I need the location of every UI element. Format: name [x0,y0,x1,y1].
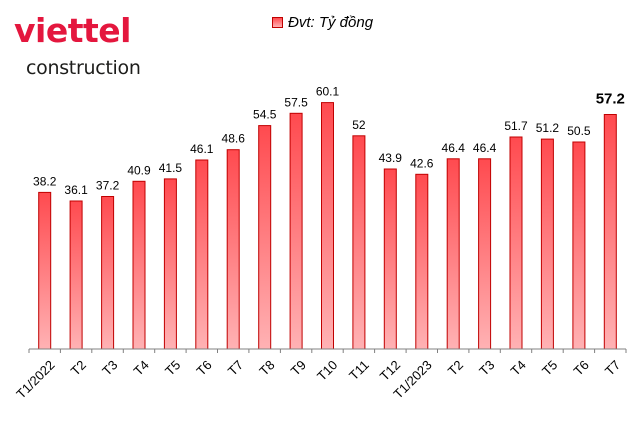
bar-10 [352,135,366,350]
bar-11 [383,168,397,350]
bar-16 [540,138,554,350]
legend-label: Đvt: Tỷ đồng [288,13,374,31]
x-tick-label-6: T7 [225,357,246,378]
bar-1 [69,200,83,350]
data-label-0: 38.2 [33,174,57,188]
x-tick-label-9: T10 [314,357,340,383]
x-tick-label-5: T6 [193,357,214,378]
bar-4 [163,178,177,350]
x-tick-label-11: T12 [377,357,403,383]
legend-swatch [272,16,283,28]
bar-17 [572,141,586,350]
bar-18 [603,114,617,350]
data-label-5: 46.1 [190,142,214,156]
bar-3 [132,180,146,350]
bar-0 [38,191,52,350]
data-label-9: 60.1 [316,85,340,99]
data-label-3: 40.9 [127,163,151,177]
data-label-4: 41.5 [159,161,183,175]
x-tick-label-0: T1/2022 [13,357,57,401]
data-label-12: 42.6 [410,156,434,170]
x-tick-label-2: T3 [99,357,120,378]
data-label-1: 36.1 [64,183,88,197]
bar-9 [321,102,334,350]
bar-15 [509,136,523,350]
x-tick-label-16: T5 [539,357,560,378]
data-label-17: 50.5 [567,124,591,138]
chart-legend: Đvt: Tỷ đồng [272,12,373,32]
data-label-18: 57.2 [596,91,625,108]
bar-8 [289,112,303,350]
data-label-11: 43.9 [379,151,403,165]
bar-2 [101,196,115,350]
data-label-6: 48.6 [222,132,246,146]
x-tick-label-3: T4 [131,357,152,378]
viettel-construction-logo: viettel construction [14,12,166,80]
data-label-2: 37.2 [96,179,120,193]
x-tick-label-1: T2 [68,357,89,378]
logo-wordmark: viettel [14,11,131,50]
x-tick-label-10: T11 [346,357,372,383]
data-label-7: 54.5 [253,108,277,122]
bar-13 [446,158,460,350]
data-label-14: 46.4 [473,141,497,155]
x-tick-label-7: T8 [256,357,277,378]
data-label-8: 57.5 [284,95,308,109]
data-label-15: 51.7 [504,119,528,133]
x-tick-label-14: T3 [476,357,497,378]
bar-14 [478,158,492,350]
bar-12 [415,173,429,350]
bar-5 [195,159,209,350]
data-label-10: 52 [352,118,366,132]
logo-subtitle: construction [26,57,141,79]
x-tick-label-4: T5 [162,357,183,378]
x-tick-label-8: T9 [288,357,309,378]
data-label-16: 51.2 [536,121,560,135]
x-tick-label-18: T7 [602,357,623,378]
data-label-13: 46.4 [442,141,466,155]
bar-6 [226,149,240,350]
bar-7 [258,125,272,350]
x-tick-label-17: T6 [570,357,591,378]
x-tick-label-15: T4 [508,357,529,378]
x-tick-label-13: T2 [445,357,466,378]
